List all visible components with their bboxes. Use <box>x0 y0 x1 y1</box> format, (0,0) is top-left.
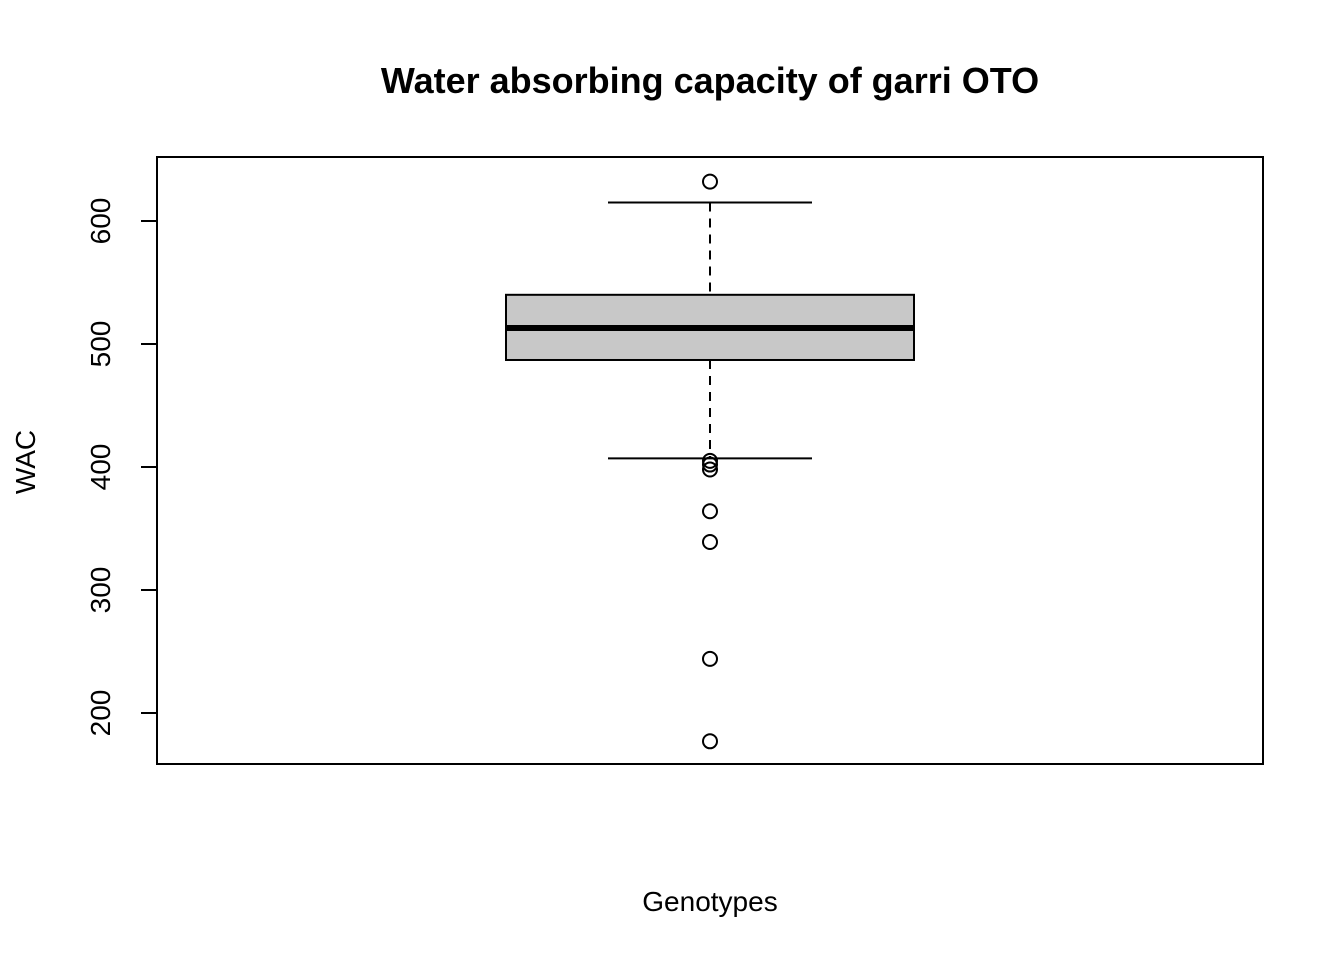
outlier-point <box>702 503 718 520</box>
outlier-point <box>702 733 718 750</box>
x-axis-label: Genotypes <box>642 886 777 917</box>
y-tick-label: 200 <box>85 690 116 737</box>
y-tick-label: 600 <box>85 198 116 245</box>
y-tick-label: 500 <box>85 321 116 368</box>
outlier-point <box>702 650 718 667</box>
outlier-point <box>702 456 718 473</box>
box-layer <box>505 201 915 460</box>
outlier-point <box>702 173 718 190</box>
outlier-point <box>702 461 718 478</box>
outlier-layer <box>702 173 718 750</box>
chart-title: Water absorbing capacity of garri OTO <box>381 60 1039 101</box>
outlier-point <box>702 534 718 551</box>
y-axis: 200 300 400 500 600 <box>85 198 158 737</box>
y-axis-label: WAC <box>10 430 41 494</box>
y-tick-label: 300 <box>85 567 116 614</box>
plot-frame <box>156 156 1264 765</box>
y-tick-label: 400 <box>85 444 116 491</box>
